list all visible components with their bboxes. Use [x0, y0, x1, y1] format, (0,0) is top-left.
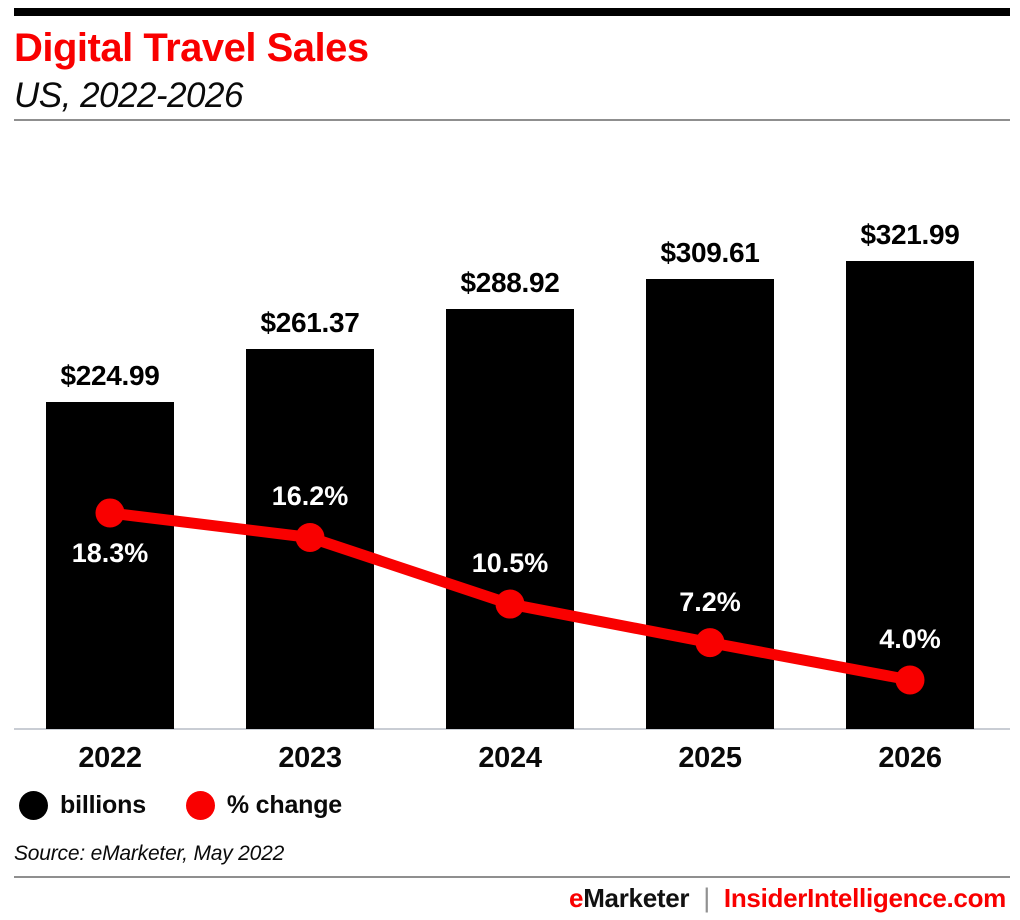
source-note: Source: eMarketer, May 2022	[14, 842, 285, 865]
emarketer-logo: eMarketer	[569, 883, 689, 914]
line-marker-2024	[495, 589, 525, 619]
legend-swatch-icon	[19, 791, 48, 820]
x-axis-label-2026: 2026	[878, 742, 942, 774]
line-value-label: 16.2%	[271, 481, 349, 512]
legend-item: % change	[185, 791, 343, 820]
bar-2022	[46, 402, 174, 729]
x-axis-label-2023: 2023	[278, 742, 342, 774]
bar-2026	[846, 261, 974, 729]
header-divider	[14, 119, 1010, 121]
line-marker-2022	[95, 498, 125, 528]
bar-value-label: $224.99	[60, 360, 160, 391]
emarketer-logo-e: e	[569, 883, 584, 913]
footer-separator: |	[703, 883, 710, 913]
line-series	[95, 498, 925, 695]
bar-value-label: $288.92	[460, 267, 560, 298]
insider-intelligence-link[interactable]: InsiderIntelligence.com	[723, 883, 1006, 913]
legend: billions % change	[19, 791, 342, 820]
chart-subtitle: US, 2022-2026	[14, 76, 243, 115]
line-value-label: 4.0%	[879, 623, 941, 654]
x-axis-label-2025: 2025	[678, 742, 742, 774]
line-value-label: 18.3%	[71, 537, 149, 568]
legend-label: % change	[226, 791, 343, 819]
x-axis-line	[14, 728, 1010, 730]
footer-divider	[14, 876, 1010, 878]
line-marker-2025	[695, 628, 725, 658]
legend-swatch-icon	[185, 791, 215, 820]
line-marker-2023	[295, 522, 325, 552]
bar-value-label: $309.61	[660, 237, 760, 268]
chart-title: Digital Travel Sales	[14, 26, 369, 70]
bar-value-label: $321.99	[860, 219, 960, 250]
line-value-label: 10.5%	[471, 548, 549, 579]
top-rule	[14, 8, 1010, 16]
legend-label: billions	[60, 791, 146, 819]
footer: eMarketer | InsiderIntelligence.com	[569, 883, 1006, 914]
emarketer-logo-rest: Marketer	[583, 883, 690, 913]
x-axis-label-2022: 2022	[78, 742, 142, 774]
line-marker-2026	[895, 665, 925, 695]
x-axis-label-2024: 2024	[478, 742, 542, 774]
line-value-label: 7.2%	[679, 586, 741, 617]
plot-area: $224.99 $261.37 $288.92 $309.61 $321.99 18.3…	[14, 219, 1010, 730]
legend-item: billions	[19, 791, 146, 820]
bar-value-label: $261.37	[260, 307, 360, 338]
bar-2024	[446, 309, 574, 729]
